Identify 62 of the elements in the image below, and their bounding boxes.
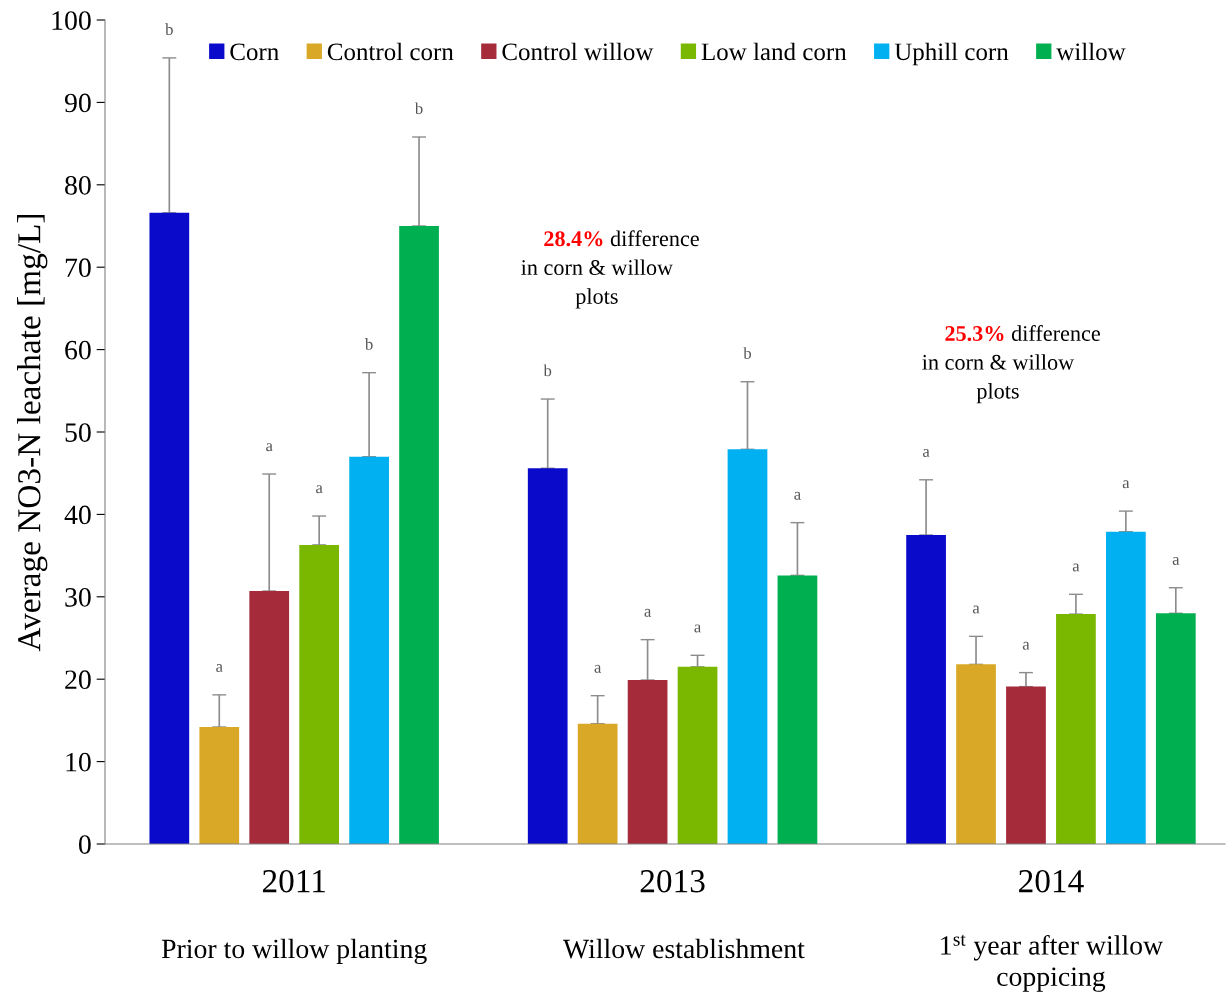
annotation: a [216, 664, 223, 673]
text: 1$^{st}$ year after willow coppicing [941, 934, 1163, 992]
annotation: b [364, 338, 373, 350]
bar [956, 664, 996, 844]
y-tick-label: 10 [66, 752, 91, 772]
bar [627, 680, 668, 844]
y-tick-label: 50 [65, 423, 91, 442]
bar [149, 212, 190, 844]
bar [399, 226, 439, 844]
y-axis-title: Average NO3-N leachate [mg/L] [17, 214, 48, 652]
annotation: a [694, 624, 702, 633]
bar [299, 544, 340, 844]
annotation: a [1172, 556, 1180, 565]
bar [1155, 613, 1196, 844]
bar [249, 591, 290, 844]
x-tick-label: 2014 [1019, 869, 1084, 893]
bar [577, 723, 618, 844]
bar [677, 666, 718, 844]
legend-label: Low land corn [701, 42, 847, 61]
x-tick-label: 2011 [262, 869, 325, 893]
y-tick-label: 0 [78, 835, 91, 854]
annotation: a [316, 485, 323, 494]
y-tick-label: 100 [52, 11, 91, 30]
legend-label: Control corn [327, 42, 454, 61]
bar [349, 456, 389, 844]
annotation: a [266, 443, 273, 452]
annotation: a [972, 605, 980, 614]
legend-label: Uphill corn [894, 42, 1009, 66]
bar [1106, 531, 1146, 844]
annotation: a [594, 664, 602, 673]
bar [777, 575, 818, 844]
y-tick-label: 60 [65, 340, 91, 360]
y-tick-label: 90 [64, 93, 91, 113]
x-tick-label: 2013 [640, 869, 705, 893]
annotation: b [543, 364, 552, 377]
annotation: a [1072, 563, 1080, 572]
bar [906, 535, 946, 844]
y-tick-label: 20 [65, 670, 91, 690]
annotation: 25.3% difference in corn & willow plots [922, 325, 1100, 404]
annotation: b [414, 102, 423, 115]
annotation: 28.4% difference in corn & willow plots [521, 230, 699, 309]
bar [1006, 686, 1046, 844]
y-tick-label: 70 [65, 258, 91, 278]
bar [727, 449, 768, 844]
y-tick-label: 30 [65, 587, 91, 607]
bar [1056, 614, 1096, 844]
text: Prior to willow planting [161, 938, 427, 965]
legend-label: Corn [230, 43, 279, 61]
annotation: a [794, 491, 801, 500]
legend-label: Control willow [502, 42, 654, 61]
text: Willow establishment [562, 938, 805, 959]
y-tick-label: 40 [64, 505, 91, 525]
annotation: a [922, 448, 930, 457]
y-tick-label: 80 [65, 175, 91, 195]
annotation: b [743, 347, 752, 359]
legend-label: willow [1056, 42, 1126, 61]
bar [199, 726, 240, 844]
annotation: a [1022, 641, 1030, 650]
annotation: b [165, 23, 173, 36]
annotation: a [644, 608, 652, 617]
bar [527, 468, 568, 844]
annotation: a [1122, 480, 1130, 489]
